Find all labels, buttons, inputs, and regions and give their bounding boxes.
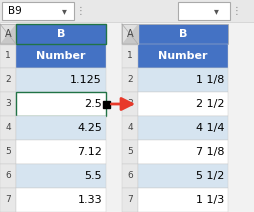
Bar xyxy=(103,100,109,107)
Text: 2: 2 xyxy=(5,75,11,85)
Bar xyxy=(16,164,106,188)
Bar xyxy=(0,140,16,164)
Polygon shape xyxy=(122,24,138,44)
Text: 1: 1 xyxy=(127,52,133,60)
Bar xyxy=(122,44,138,68)
Text: 2: 2 xyxy=(127,75,133,85)
Text: 1.125: 1.125 xyxy=(70,75,102,85)
Text: B9: B9 xyxy=(8,6,22,16)
Text: 4.25: 4.25 xyxy=(77,123,102,133)
Bar xyxy=(0,68,16,92)
Text: 5: 5 xyxy=(127,148,133,156)
Bar xyxy=(122,92,138,116)
Text: 4 1/4: 4 1/4 xyxy=(196,123,224,133)
Bar xyxy=(0,44,16,68)
Bar xyxy=(16,188,106,212)
Text: ▾: ▾ xyxy=(214,6,218,16)
FancyBboxPatch shape xyxy=(178,2,230,20)
Bar xyxy=(138,164,228,188)
Bar xyxy=(138,44,228,68)
Text: B: B xyxy=(179,29,187,39)
Text: 3: 3 xyxy=(5,99,11,109)
FancyBboxPatch shape xyxy=(2,2,74,20)
Bar xyxy=(138,24,228,44)
Text: 3: 3 xyxy=(127,99,133,109)
Bar xyxy=(16,92,106,116)
Bar xyxy=(122,164,138,188)
Bar xyxy=(0,92,16,116)
Text: 2 1/2: 2 1/2 xyxy=(196,99,224,109)
Bar xyxy=(122,24,138,44)
Text: Number: Number xyxy=(36,51,86,61)
Text: B: B xyxy=(57,29,65,39)
Bar xyxy=(0,116,16,140)
Bar xyxy=(122,116,138,140)
Bar xyxy=(16,68,106,92)
Bar xyxy=(0,164,16,188)
Text: 2.5: 2.5 xyxy=(84,99,102,109)
Text: 7 1/8: 7 1/8 xyxy=(196,147,224,157)
Text: 4: 4 xyxy=(127,124,133,132)
Text: Number: Number xyxy=(158,51,208,61)
Bar xyxy=(0,24,16,44)
Bar xyxy=(0,188,16,212)
Bar xyxy=(138,140,228,164)
Bar xyxy=(122,140,138,164)
Polygon shape xyxy=(0,24,16,44)
Bar xyxy=(138,116,228,140)
Text: ⋮: ⋮ xyxy=(76,6,86,16)
Text: A: A xyxy=(127,29,133,39)
Bar xyxy=(0,0,254,22)
Text: 6: 6 xyxy=(5,172,11,180)
Bar xyxy=(16,24,106,44)
Text: 6: 6 xyxy=(127,172,133,180)
Text: 5: 5 xyxy=(5,148,11,156)
Bar xyxy=(138,92,228,116)
Bar xyxy=(16,44,106,68)
Text: 7.12: 7.12 xyxy=(77,147,102,157)
Text: 4: 4 xyxy=(5,124,11,132)
Text: ▾: ▾ xyxy=(61,6,67,16)
Text: 5 1/2: 5 1/2 xyxy=(196,171,224,181)
Text: 7: 7 xyxy=(5,195,11,205)
Text: 1 1/8: 1 1/8 xyxy=(196,75,224,85)
Bar xyxy=(16,140,106,164)
Bar xyxy=(122,68,138,92)
Text: ⋮: ⋮ xyxy=(232,6,242,16)
Bar xyxy=(138,188,228,212)
Bar xyxy=(16,116,106,140)
Text: 1 1/3: 1 1/3 xyxy=(196,195,224,205)
Text: 1.33: 1.33 xyxy=(77,195,102,205)
Text: 7: 7 xyxy=(127,195,133,205)
Text: A: A xyxy=(5,29,11,39)
Text: 1: 1 xyxy=(5,52,11,60)
Text: 5.5: 5.5 xyxy=(84,171,102,181)
Bar xyxy=(122,188,138,212)
Bar xyxy=(138,68,228,92)
